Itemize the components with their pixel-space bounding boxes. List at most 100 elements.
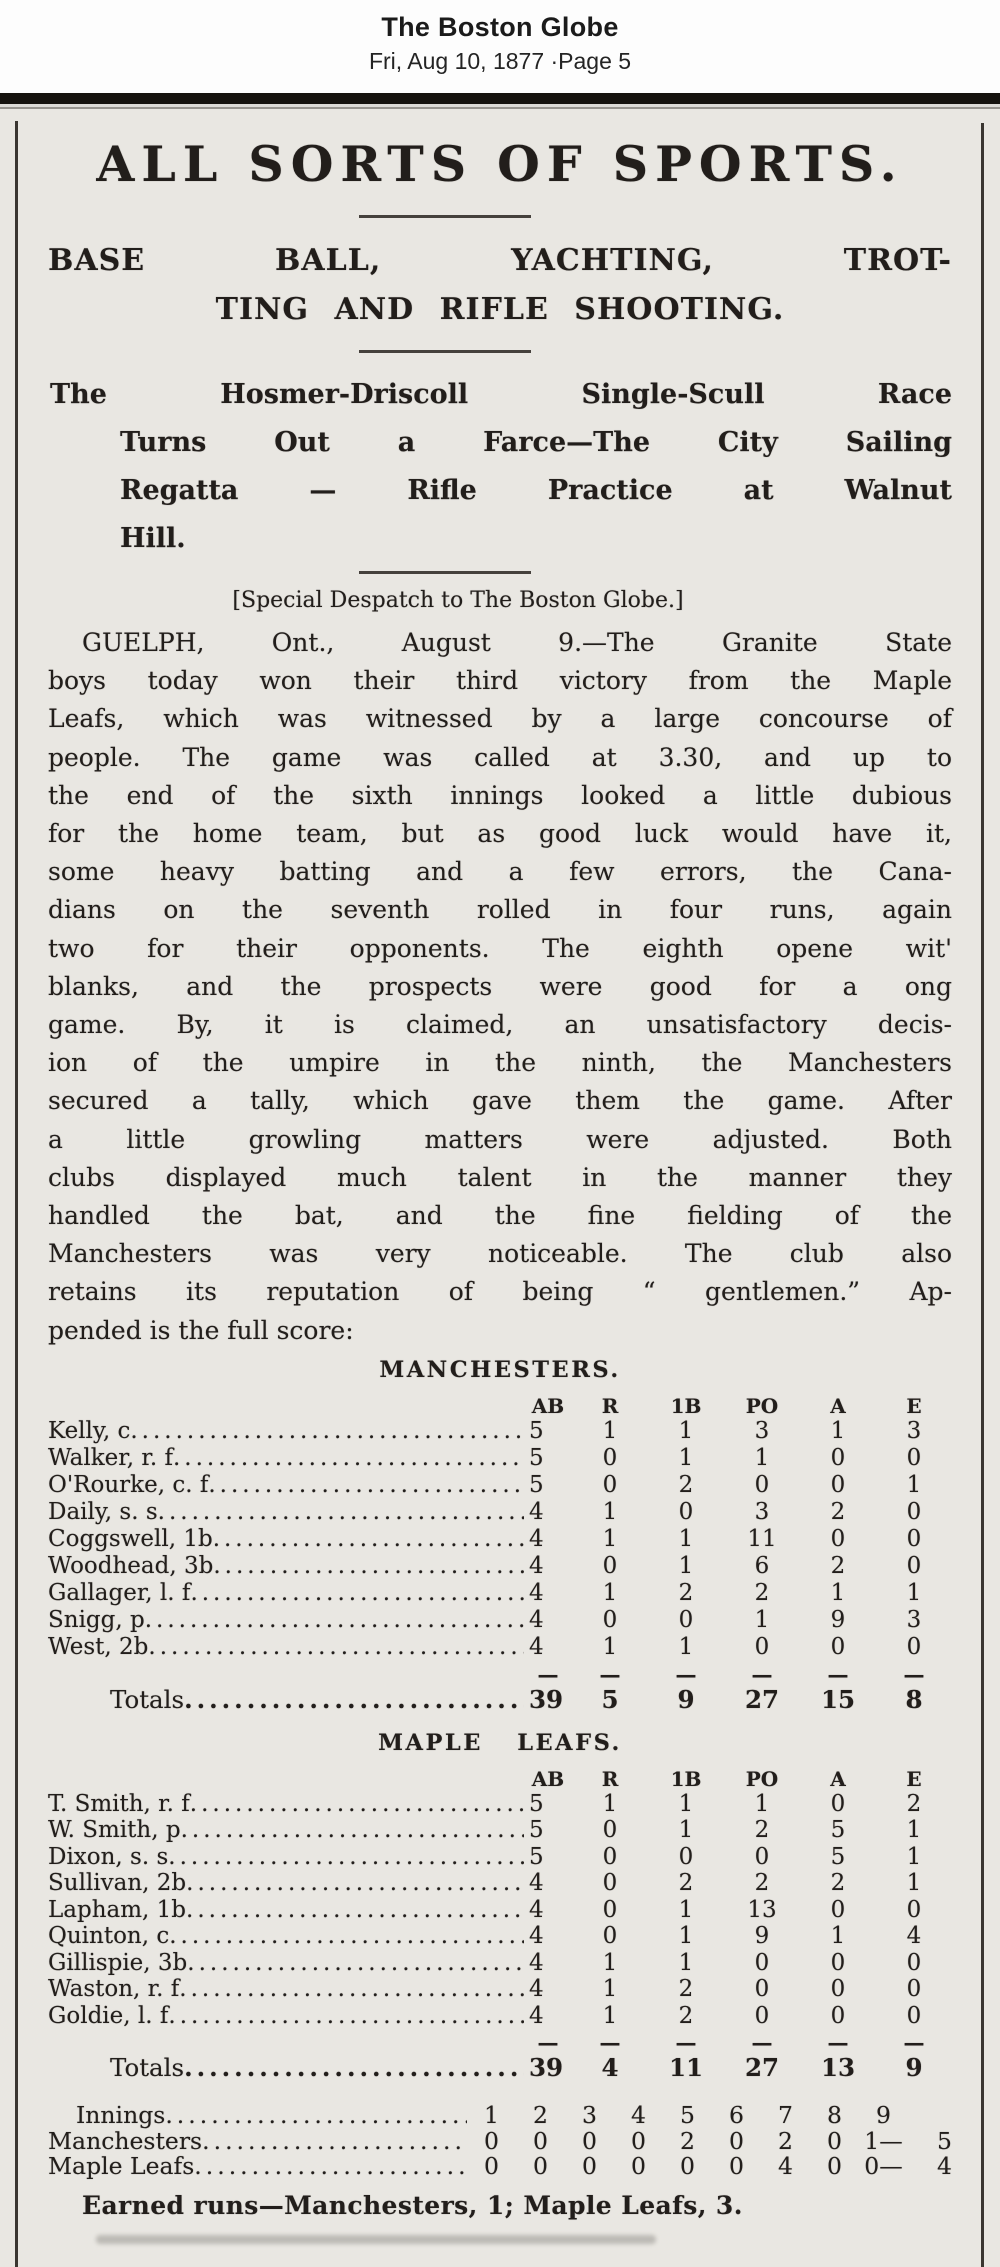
stat-po: 11	[747, 1525, 777, 1552]
player-name: Kelly, c	[48, 1417, 131, 1444]
player-name: Quinton, c	[48, 1923, 170, 1950]
stat-1b: 0	[678, 1498, 694, 1525]
stat-r: 0	[602, 1870, 618, 1897]
text-line: handled the bat, and the fine fielding o…	[48, 1201, 952, 1231]
inning-number: 9	[876, 2101, 891, 2130]
dot-leader	[158, 1499, 524, 1526]
text-line: game. By, it is claimed, an unsatisfacto…	[48, 1010, 952, 1040]
subheadline-line: BASE BALL, YACHTING, TROT-	[48, 243, 952, 278]
stat-e: 2	[906, 1790, 922, 1817]
text-line: the end of the sixth innings looked a li…	[48, 780, 952, 810]
stat-ab: 4	[529, 1949, 544, 1976]
dot-leader	[194, 2154, 467, 2179]
stat-a: 5	[830, 1817, 846, 1844]
stat-po: 0	[754, 1949, 770, 1976]
stat-ab: 4	[529, 1606, 544, 1633]
text-line: GUELPH, Ont., August 9.—The Granite Stat…	[82, 628, 952, 657]
stat-ab: 4	[529, 1552, 544, 1579]
dot-leader	[184, 2052, 524, 2083]
team-name: Maple Leafs	[48, 2152, 195, 2181]
stat-1b: 1	[678, 1923, 694, 1950]
text-line: Leafs, which was witnessed by a large co…	[48, 704, 952, 734]
stat-a: 1	[830, 1579, 846, 1606]
stat-r: 0	[602, 1552, 618, 1579]
innings-label: Innings	[76, 2101, 166, 2130]
stat-po: 1	[754, 1444, 770, 1471]
stat-ab: 4	[529, 1579, 544, 1606]
stat-a: 9	[830, 1606, 846, 1633]
text-line: boys today won their third victory from …	[48, 666, 952, 696]
stat-a: 1	[830, 1417, 846, 1444]
player-name: West, 2b	[48, 1633, 149, 1660]
stat-ab: 5	[529, 1471, 544, 1498]
stat-po: 0	[754, 1976, 770, 2003]
dot-leader	[190, 1791, 524, 1818]
score-dash: —	[879, 2126, 903, 2155]
team-total-runs: 4	[937, 2152, 952, 2181]
newspaper-clipping[interactable]: ALL SORTS OF SPORTS. BASE BALL, YACHTING…	[0, 109, 1000, 2267]
dot-leader	[181, 1817, 524, 1844]
inning-values: 0 0 0 0 0 0 4 0 0—	[484, 2152, 903, 2181]
stat-ab: 5	[529, 1790, 544, 1817]
stat-e: 3	[906, 1417, 922, 1444]
innings-header-row: Innings 1 2 3 4 5 6 7 8 9	[48, 2101, 952, 2130]
clip-top-bar-gap	[0, 104, 1000, 107]
stat-1b: 1	[678, 1896, 694, 1923]
text-line: blanks, and the prospects were good for …	[48, 971, 952, 1001]
stat-a: 1	[830, 1923, 846, 1950]
score-dash: —	[879, 2152, 903, 2181]
stat-1b: 2	[678, 1976, 694, 2003]
text-line: some heavy batting and a few errors, the…	[48, 857, 952, 887]
stat-a: 5	[830, 1843, 846, 1870]
stat-a: 2	[830, 1552, 846, 1579]
player-name: Daily, s. s	[48, 1498, 158, 1525]
stat-1b: 1	[678, 1633, 694, 1660]
stat-ab: 5	[529, 1817, 544, 1844]
stat-e: 0	[906, 1552, 922, 1579]
dot-leader	[148, 1634, 524, 1661]
text-line: dians on the seventh rolled in four runs…	[48, 895, 952, 925]
viewer-header: The Boston Globe Fri, Aug 10, 1877 ·Page…	[0, 0, 1000, 93]
col-a: A	[830, 1393, 846, 1418]
stat-a: 0	[830, 1633, 846, 1660]
totals-label: Totals	[110, 1684, 185, 1714]
stat-po: 2	[754, 1870, 770, 1897]
stat-r: 0	[602, 1843, 618, 1870]
text-line: ion of the umpire in the ninth, the Manc…	[48, 1048, 952, 1078]
stat-po: 0	[754, 1471, 770, 1498]
col-1b: 1B	[670, 1393, 702, 1418]
stat-a: 0	[830, 1525, 846, 1552]
stat-e: 0	[906, 1896, 922, 1923]
team-name: Manchesters	[48, 2126, 203, 2155]
subheadline: BASE BALL, YACHTING, TROT- TING AND RIFL…	[48, 236, 952, 334]
player-row: Kelly, c 5 1 1 3 1 3	[48, 1418, 952, 1445]
player-row: O'Rourke, c. f 5 0 2 0 0 1	[48, 1472, 952, 1499]
box-score-columns-header: AB R 1B PO A E	[48, 1394, 952, 1418]
stat-a: 0	[830, 1471, 846, 1498]
stat-a: 2	[830, 1498, 846, 1525]
totals-rule-row	[48, 1668, 952, 1682]
stat-po: 3	[754, 1417, 770, 1444]
stat-1b: 0	[678, 1843, 694, 1870]
totals-label: Totals	[110, 2053, 185, 2083]
player-row: Walker, r. f 5 0 1 1 0 0	[48, 1445, 952, 1472]
player-row: Daily, s. s 4 1 0 3 2 0	[48, 1499, 952, 1526]
player-row: Goldie, l. f 4 1 2 0 0 0	[48, 2003, 952, 2030]
player-row: Sullivan, 2b 4 0 2 2 2 1	[48, 1870, 952, 1897]
player-name: Waston, r. f	[48, 1976, 180, 2003]
clip-top-rule	[0, 107, 1000, 109]
stat-po: 13	[747, 1896, 777, 1923]
stat-a: 0	[830, 1790, 846, 1817]
stat-po: 1	[754, 1790, 770, 1817]
inning-number: 4	[631, 2101, 646, 2130]
inning-number: 7	[778, 2101, 793, 2130]
player-name: Gillispie, 3b	[48, 1949, 188, 1976]
stat-r: 1	[602, 1579, 618, 1606]
stat-ab: 4	[529, 1633, 544, 1660]
dot-leader	[184, 1684, 524, 1715]
stat-po: 9	[754, 1923, 770, 1950]
subheadline-divider	[359, 350, 531, 353]
stat-e: 0	[906, 1949, 922, 1976]
stat-e: 1	[906, 1579, 922, 1606]
col-e: E	[906, 1393, 922, 1418]
